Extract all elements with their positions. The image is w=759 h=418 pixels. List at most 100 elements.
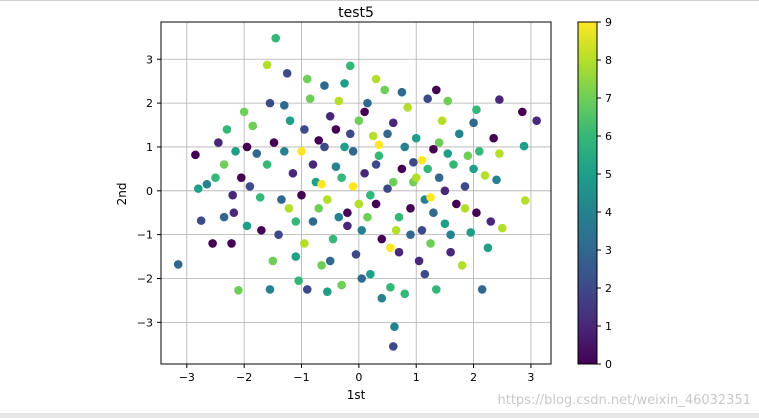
scatter-point — [314, 136, 324, 145]
scatter-point — [492, 175, 501, 185]
scatter-point — [337, 280, 346, 290]
colorbar-tick-label: 1 — [605, 320, 612, 333]
scatter-point — [317, 179, 326, 189]
scatter-point — [477, 285, 487, 294]
scatter-point — [472, 208, 481, 218]
scatter-point — [280, 101, 289, 110]
scatter-point — [340, 79, 349, 88]
scatter-point — [486, 217, 496, 226]
scatter-point — [374, 140, 384, 150]
scatter-point — [371, 74, 381, 84]
scatter-point — [288, 168, 298, 178]
scatter-point — [320, 81, 329, 90]
scatter-point — [417, 225, 427, 235]
scatter-point — [360, 168, 369, 178]
y-axis-ticks: −3 −2 −1 0 1 2 3 — [137, 53, 161, 329]
scatter-point — [227, 239, 236, 248]
scatter-point — [388, 342, 398, 351]
colorbar-tick-label: 8 — [605, 54, 612, 67]
scatter-point — [383, 129, 392, 139]
scatter-point — [208, 239, 217, 248]
scatter-point — [443, 96, 453, 106]
colorbar — [577, 21, 598, 365]
scatter-point — [469, 164, 478, 174]
scatter-point — [368, 131, 378, 141]
colorbar-tick-label: 5 — [605, 168, 612, 181]
scatter-point — [366, 190, 375, 200]
scatter-point — [383, 184, 392, 193]
x-axis-ticks: −3 −2 −1 0 1 2 3 — [179, 364, 534, 384]
scatter-point — [377, 234, 387, 244]
scatter-point — [400, 289, 410, 299]
scatter-point — [397, 164, 407, 174]
scatter-point — [302, 74, 312, 84]
scatter-point — [343, 221, 352, 231]
scatter-point — [265, 98, 275, 108]
scatter-point — [357, 225, 367, 235]
scatter-point — [354, 199, 364, 209]
scatter-point — [483, 243, 493, 253]
scatter-point — [446, 230, 455, 239]
x-tick-label: −1 — [293, 371, 309, 384]
scatter-point — [469, 118, 478, 128]
scatter-point — [252, 149, 262, 158]
scatter-point — [284, 204, 294, 213]
scatter-point — [354, 116, 364, 125]
scatter-point — [446, 247, 455, 257]
scatter-point — [460, 182, 470, 191]
scatter-point — [411, 133, 421, 143]
scatter-point — [265, 285, 275, 294]
scatter-point — [397, 87, 407, 97]
scatter-point — [328, 234, 338, 244]
scatter-point — [434, 173, 444, 182]
scatter-point — [497, 223, 507, 233]
scatter-point — [202, 179, 212, 189]
scatter-point — [463, 151, 473, 161]
scatter-point — [308, 217, 318, 226]
scatter-point — [472, 105, 481, 114]
scatter-point — [297, 147, 306, 156]
scatter-point — [390, 322, 399, 332]
scatter-point — [426, 193, 435, 202]
scatter-point — [231, 147, 240, 156]
scatter-point — [386, 243, 395, 253]
scatter-point — [371, 160, 381, 169]
scatter-point — [431, 285, 441, 294]
x-tick-label: −3 — [179, 371, 195, 384]
y-tick-label: 2 — [146, 97, 153, 110]
scatter-point — [411, 173, 421, 182]
scatter-point — [214, 138, 223, 147]
scatter-point — [403, 103, 412, 112]
scatter-point — [460, 204, 470, 213]
y-tick-label: −1 — [137, 229, 153, 242]
y-tick-label: 0 — [146, 185, 153, 198]
scatter-point — [242, 221, 252, 231]
scatter-point — [345, 129, 355, 139]
scatter-point — [437, 116, 447, 125]
scatter-point — [193, 184, 203, 193]
scatter-point — [495, 95, 504, 104]
scatter-point — [348, 147, 358, 156]
scatter-point — [409, 158, 418, 167]
scatter-point — [291, 217, 301, 226]
scatter-point — [323, 287, 332, 296]
scatter-point — [429, 144, 438, 154]
watermark-text: https://blog.csdn.net/weixin_46032351 — [497, 393, 751, 408]
scatter-point — [377, 293, 387, 303]
colorbar-tick-label: 0 — [605, 358, 612, 371]
scatter-point — [340, 142, 349, 152]
scatter-point — [285, 116, 295, 125]
x-tick-label: 0 — [355, 371, 362, 384]
y-axis-label: 2nd — [115, 183, 129, 206]
scatter-point — [443, 149, 453, 158]
top-rule — [0, 0, 759, 1]
scatter-point — [191, 150, 200, 160]
scatter-point — [257, 225, 266, 235]
scatter-point — [519, 141, 529, 151]
scatter-point — [300, 239, 309, 248]
colorbar-tick-label: 9 — [605, 16, 612, 29]
scatter-point — [363, 98, 372, 108]
scatter-point — [300, 125, 309, 134]
scatter-point — [173, 260, 183, 269]
scatter-point — [325, 111, 335, 121]
